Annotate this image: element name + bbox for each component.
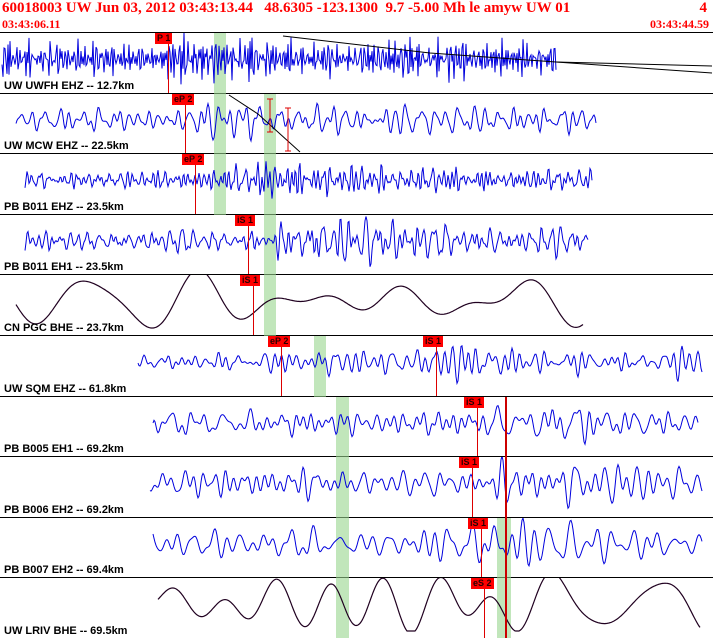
pick-flag[interactable]: eP 2 (268, 335, 291, 347)
event-header-title: 60018003 UW Jun 03, 2012 03:43:13.44 48.… (2, 0, 571, 16)
waveform[interactable] (0, 578, 713, 638)
trace-label: PB B007 EH2 -- 69.4km (4, 564, 124, 577)
trace-label: UW LRIV BHE -- 69.5km (4, 624, 128, 637)
pick-flag[interactable]: eP 2 (172, 93, 195, 105)
trace-panel-1[interactable]: P 1 UW UWFH EHZ -- 12.7km (0, 33, 713, 94)
pick-flag[interactable]: iS 1 (423, 335, 444, 347)
trace-panel-2[interactable]: eP 2 UW MCW EHZ -- 22.5km (0, 93, 713, 155)
waveform[interactable] (0, 275, 713, 335)
trace-label: PB B011 EH1 -- 23.5km (4, 261, 124, 274)
trace-label: UW UWFH EHZ -- 12.7km (4, 79, 135, 92)
highlight-band (264, 93, 276, 336)
pick-line[interactable] (484, 578, 485, 638)
waveform-trace (152, 517, 703, 567)
pick-line[interactable] (472, 457, 473, 517)
trace-label: CN PGC BHE -- 23.7km (4, 321, 124, 334)
pick-uncertainty-mark (267, 98, 273, 133)
waveform-trace (137, 344, 703, 386)
waveform[interactable] (0, 336, 713, 396)
pick-line[interactable] (436, 335, 437, 396)
waveform[interactable] (0, 154, 713, 214)
trace-panel-5[interactable]: iS 1 CN PGC BHE -- 23.7km (0, 275, 713, 336)
trace-panels: P 1 UW UWFH EHZ -- 12.7km eP 2 UW MCW EHZ -… (0, 32, 713, 638)
pick-flag[interactable]: iS 1 (235, 214, 256, 226)
waveform-trace (24, 216, 589, 267)
pick-flag[interactable]: iS 1 (459, 457, 480, 469)
waveform-trace (1, 33, 557, 85)
pick-flag[interactable]: eS 2 (471, 578, 494, 590)
waveform[interactable] (0, 397, 713, 457)
waveform[interactable] (0, 517, 713, 578)
pick-line-long[interactable] (505, 396, 507, 638)
waveform[interactable] (0, 457, 713, 517)
trace-panel-7[interactable]: iS 1 PB B005 EH1 -- 69.2km (0, 396, 713, 458)
trace-panel-10[interactable]: eS 2 UW LRIV BHE -- 69.5km (0, 578, 713, 638)
highlight-band (314, 336, 326, 397)
overlay-line (282, 35, 713, 74)
waveform-trace (152, 404, 699, 446)
pick-flag[interactable]: iS 1 (464, 396, 485, 408)
trace-label: PB B011 EHZ -- 23.5km (4, 200, 124, 213)
pick-line[interactable] (481, 517, 482, 578)
waveform-trace (15, 101, 597, 143)
trace-panel-3[interactable]: eP 2 PB B011 EHZ -- 23.5km (0, 154, 713, 215)
pick-line[interactable] (168, 33, 169, 93)
pick-line[interactable] (195, 154, 196, 214)
event-header-count: 4 (699, 0, 708, 16)
trace-label: UW SQM EHZ -- 61.8km (4, 382, 127, 395)
window-start-time: 03:43:06.11 (2, 17, 61, 31)
waveform-trace (157, 578, 701, 632)
trace-panel-8[interactable]: iS 1 PB B006 EH2 -- 69.2km (0, 457, 713, 518)
trace-panel-9[interactable]: iS 1 PB B007 EH2 -- 69.4km (0, 517, 713, 579)
pick-flag[interactable]: iS 1 (240, 275, 261, 287)
highlight-band (214, 33, 226, 215)
pick-flag[interactable]: P 1 (155, 33, 173, 44)
trace-label: PB B006 EH2 -- 69.2km (4, 503, 124, 516)
overlay-line (228, 94, 301, 152)
pick-flag[interactable]: eP 2 (182, 154, 205, 166)
waveform[interactable] (0, 33, 713, 93)
pick-line[interactable] (185, 93, 186, 154)
waveform-trace (15, 275, 584, 329)
pick-line[interactable] (281, 335, 282, 396)
trace-label: UW MCW EHZ -- 22.5km (4, 140, 129, 153)
pick-flag[interactable]: iS 1 (468, 517, 489, 529)
waveform[interactable] (0, 215, 713, 275)
pick-line[interactable] (253, 275, 254, 335)
pick-uncertainty-mark (285, 107, 291, 152)
trace-label: PB B005 EH1 -- 69.2km (4, 443, 124, 456)
pick-line[interactable] (477, 396, 478, 457)
overlay-line (555, 61, 713, 67)
waveform-trace (149, 457, 703, 510)
trace-panel-4[interactable]: iS 1 PB B011 EH1 -- 23.5km (0, 214, 713, 276)
highlight-band (336, 396, 349, 638)
trace-panel-6[interactable]: eP 2 iS 1 UW SQM EHZ -- 61.8km (0, 335, 713, 397)
waveform-trace (24, 161, 593, 199)
pick-line[interactable] (248, 214, 249, 275)
waveform[interactable] (0, 94, 713, 154)
window-end-time: 03:43:44.59 (650, 17, 709, 31)
